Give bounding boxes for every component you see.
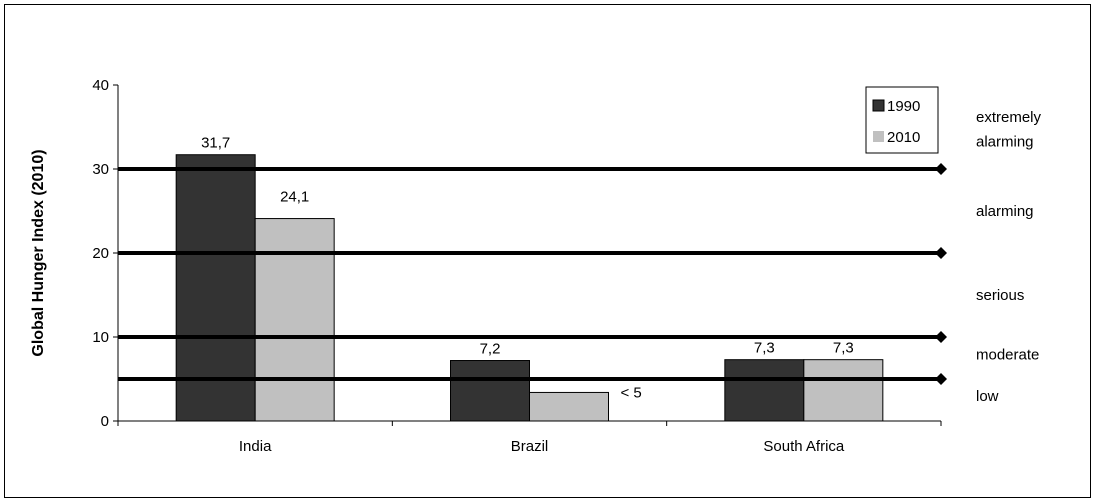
legend-swatch-2010 bbox=[873, 131, 884, 142]
hunger-index-chart: 0 10 20 30 40 Global Hunger Index (2010) India… bbox=[30, 77, 1042, 455]
y-axis-title: Global Hunger Index (2010) bbox=[30, 149, 47, 356]
y-tick-label: 20 bbox=[92, 245, 109, 262]
y-tick-label: 10 bbox=[92, 329, 109, 346]
bar-1990-south-africa bbox=[724, 359, 805, 422]
y-tick-label: 40 bbox=[92, 77, 109, 94]
severity-band-label: alarming bbox=[976, 133, 1034, 150]
y-tick-label: 30 bbox=[92, 161, 109, 178]
bar-1990-brazil bbox=[450, 360, 530, 422]
data-label: 7,3 bbox=[833, 340, 854, 357]
data-label: 31,7 bbox=[201, 135, 230, 152]
x-category-label: India bbox=[239, 438, 272, 455]
severity-band-label: extremely bbox=[976, 109, 1042, 126]
legend: 1990 2010 bbox=[865, 86, 939, 154]
axes: 0 10 20 30 40 Global Hunger Index (2010) India… bbox=[30, 77, 942, 455]
data-labels: 31,7 7,2 7,3 24,1 < 5 7,3 bbox=[201, 135, 854, 402]
data-label: < 5 bbox=[621, 384, 642, 401]
bar-2010-brazil bbox=[529, 391, 609, 422]
threshold-marker-10 bbox=[935, 331, 947, 343]
legend-label-2010: 2010 bbox=[887, 129, 920, 146]
data-label: 7,3 bbox=[754, 340, 775, 357]
legend-label-1990: 1990 bbox=[887, 98, 920, 115]
data-label: 24,1 bbox=[280, 189, 309, 206]
legend-swatch-1990 bbox=[872, 99, 885, 112]
bar-2010-india bbox=[254, 218, 335, 422]
chart-frame: 0 10 20 30 40 Global Hunger Index (2010) India… bbox=[4, 4, 1091, 498]
severity-band-label: low bbox=[976, 388, 999, 405]
threshold-marker-20 bbox=[935, 247, 947, 259]
x-category-label: Brazil bbox=[511, 438, 549, 455]
severity-band-label: moderate bbox=[976, 347, 1039, 364]
y-tick-label: 0 bbox=[101, 413, 109, 430]
severity-band-label: alarming bbox=[976, 203, 1034, 220]
threshold-marker-5 bbox=[935, 373, 947, 385]
threshold-lines bbox=[118, 163, 947, 385]
threshold-marker-30 bbox=[935, 163, 947, 175]
bar-2010-south-africa bbox=[803, 359, 884, 422]
data-label: 7,2 bbox=[480, 341, 501, 358]
x-category-label: South Africa bbox=[763, 438, 845, 455]
severity-band-labels: extremely alarming alarming serious moderate… bbox=[976, 109, 1042, 405]
severity-band-label: serious bbox=[976, 287, 1024, 304]
bar-1990-india bbox=[175, 154, 256, 422]
